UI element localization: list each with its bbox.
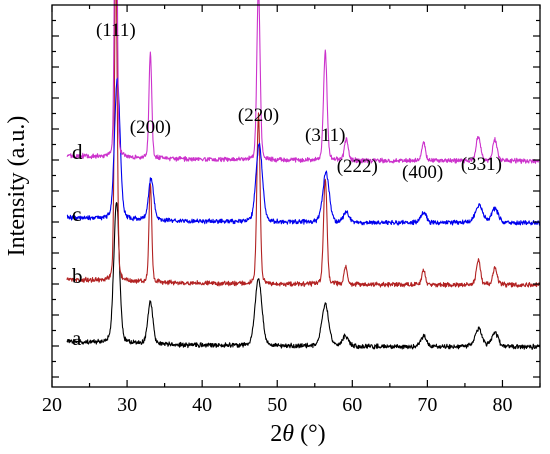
- plot-frame: [51, 4, 541, 388]
- peak-label: (311): [305, 125, 345, 146]
- x-axis-label-main: 2: [270, 421, 282, 447]
- x-tick-label: 60: [342, 394, 362, 416]
- x-axis: 20 30 40 50 60 70 80: [42, 5, 541, 416]
- x-axis-label-symbol: θ: [282, 421, 294, 447]
- peak-label: (220): [238, 105, 279, 126]
- series-line-c: [66, 77, 541, 226]
- series-label-b: b: [72, 264, 83, 288]
- x-tick-label: 40: [192, 394, 212, 416]
- series-labels: a b c d: [72, 140, 83, 350]
- series-label-d: d: [72, 140, 83, 164]
- x-axis-label: 2θ (°): [270, 421, 325, 447]
- peak-label: (111): [96, 20, 136, 41]
- x-axis-label-unit: (°): [294, 421, 326, 447]
- peak-label: (200): [130, 117, 171, 138]
- y-axis: [52, 19, 540, 378]
- x-tick-label: 20: [42, 394, 62, 416]
- series-line-d: [66, 0, 541, 165]
- series-label-a: a: [72, 326, 82, 350]
- peak-labels: (111) (200) (220) (311) (222) (400) (331): [96, 20, 502, 183]
- peak-label: (222): [337, 156, 378, 177]
- x-tick-label: 50: [267, 394, 287, 416]
- x-tick-label: 80: [492, 394, 512, 416]
- series-line-a: [66, 202, 541, 350]
- x-tick-label: 70: [417, 394, 437, 416]
- series-line-b: [66, 0, 541, 288]
- x-tick-label: 30: [117, 394, 137, 416]
- series-layer: [66, 0, 541, 350]
- series-label-c: c: [72, 202, 81, 226]
- y-axis-label: Intensity (a.u.): [4, 116, 30, 257]
- peak-label: (331): [461, 154, 502, 175]
- peak-label: (400): [402, 162, 443, 183]
